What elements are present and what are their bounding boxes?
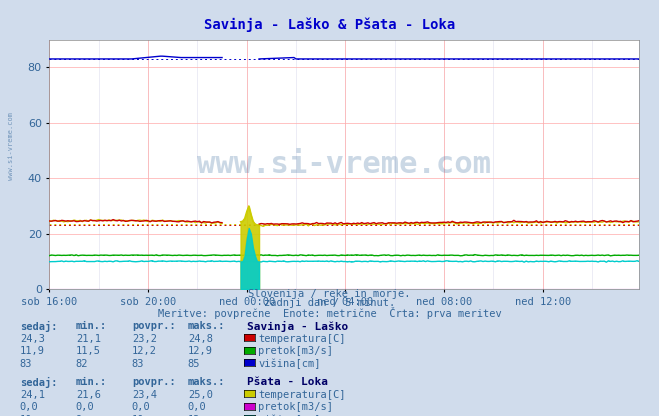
Text: 0,0: 0,0 [76, 402, 94, 412]
Text: 12,9: 12,9 [188, 346, 213, 356]
Text: 23,4: 23,4 [132, 390, 157, 400]
Text: 0,0: 0,0 [188, 402, 206, 412]
Text: Pšata - Loka: Pšata - Loka [247, 377, 328, 387]
Text: 12,2: 12,2 [132, 346, 157, 356]
Text: višina[cm]: višina[cm] [258, 415, 321, 416]
Text: 10: 10 [132, 415, 144, 416]
Text: pretok[m3/s]: pretok[m3/s] [258, 402, 333, 412]
Text: maks.:: maks.: [188, 321, 225, 331]
Text: zadnji dan / 5 minut.: zadnji dan / 5 minut. [264, 298, 395, 308]
Text: www.si-vreme.com: www.si-vreme.com [8, 111, 14, 180]
Text: 82: 82 [76, 359, 88, 369]
Text: 23,2: 23,2 [132, 334, 157, 344]
Text: 11,9: 11,9 [20, 346, 45, 356]
Text: min.:: min.: [76, 377, 107, 387]
Text: temperatura[C]: temperatura[C] [258, 390, 346, 400]
Text: 21,6: 21,6 [76, 390, 101, 400]
Text: temperatura[C]: temperatura[C] [258, 334, 346, 344]
Text: Savinja - Laško & Pšata - Loka: Savinja - Laško & Pšata - Loka [204, 18, 455, 32]
Text: sedaj:: sedaj: [20, 321, 57, 332]
Text: višina[cm]: višina[cm] [258, 359, 321, 369]
Text: 83: 83 [132, 359, 144, 369]
Text: 24,8: 24,8 [188, 334, 213, 344]
Text: Slovenija / reke in morje.: Slovenija / reke in morje. [248, 289, 411, 299]
Text: povpr.:: povpr.: [132, 377, 175, 387]
Text: 10: 10 [20, 415, 32, 416]
Text: 9: 9 [76, 415, 82, 416]
Text: 0,0: 0,0 [20, 402, 38, 412]
Text: 21,1: 21,1 [76, 334, 101, 344]
Text: 12: 12 [188, 415, 200, 416]
Text: 83: 83 [20, 359, 32, 369]
Text: sedaj:: sedaj: [20, 377, 57, 389]
Text: www.si-vreme.com: www.si-vreme.com [197, 150, 492, 179]
Text: maks.:: maks.: [188, 377, 225, 387]
Text: 24,1: 24,1 [20, 390, 45, 400]
Text: 24,3: 24,3 [20, 334, 45, 344]
Text: povpr.:: povpr.: [132, 321, 175, 331]
Text: min.:: min.: [76, 321, 107, 331]
Text: Savinja - Laško: Savinja - Laško [247, 321, 349, 332]
Text: Meritve: povprečne  Enote: metrične  Črta: prva meritev: Meritve: povprečne Enote: metrične Črta:… [158, 307, 501, 319]
Text: 0,0: 0,0 [132, 402, 150, 412]
Text: 11,5: 11,5 [76, 346, 101, 356]
Text: 25,0: 25,0 [188, 390, 213, 400]
Text: pretok[m3/s]: pretok[m3/s] [258, 346, 333, 356]
Text: 85: 85 [188, 359, 200, 369]
